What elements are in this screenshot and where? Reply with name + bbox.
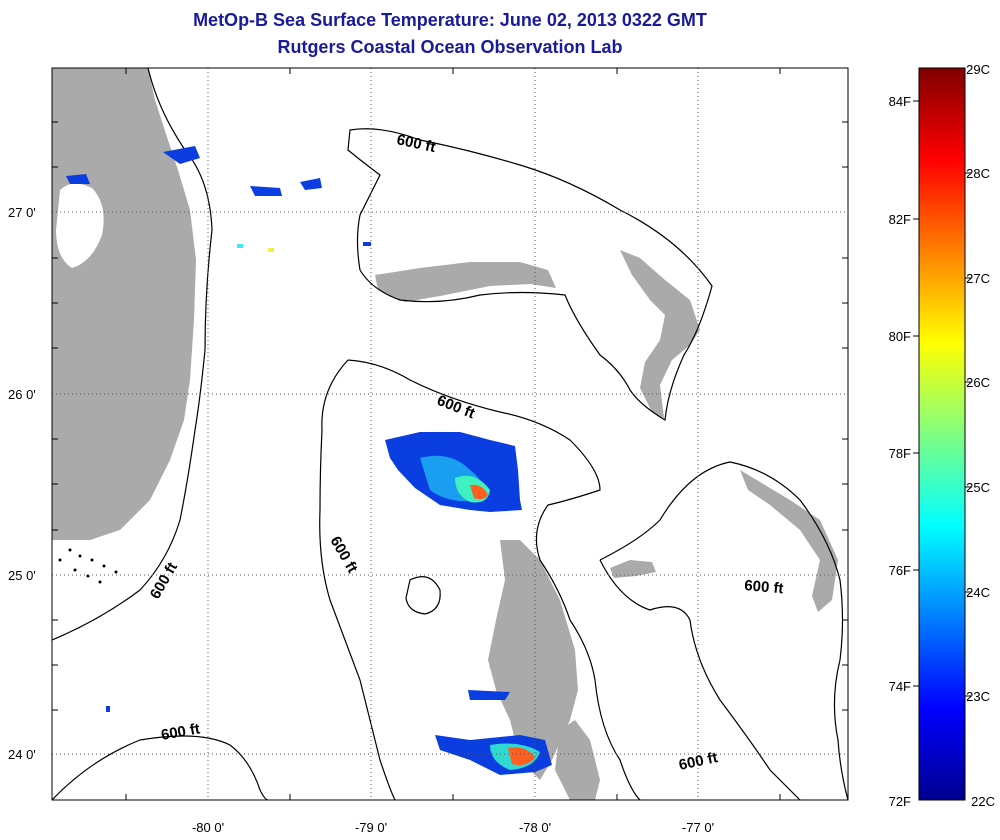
x-tick-label: -79 0' (355, 820, 387, 835)
colorbar-fahrenheit-label: 74F (889, 679, 911, 694)
grand-bahama-land (375, 262, 556, 302)
y-tick-label: 24 0' (8, 747, 36, 762)
colorbar-celsius-label: 23C (966, 689, 990, 704)
isobath-label: 600 ft (160, 720, 202, 744)
colorbar-fahrenheit-label: 82F (889, 212, 911, 227)
colorbar-celsius-label: 24C (966, 585, 990, 600)
colorbar-celsius-label: 27C (966, 271, 990, 286)
colorbar-celsius-label: 25C (966, 480, 990, 495)
colorbar-celsius-label: 29C (966, 62, 990, 77)
x-tick-label: -78 0' (519, 820, 551, 835)
colorbar-fahrenheit-label: 84F (889, 94, 911, 109)
new-providence-land (610, 560, 656, 578)
colorbar: 29C 28C 27C 26C 25C 24C 23C 22C 84F 82F … (889, 62, 995, 809)
isobath-label: 600 ft (744, 577, 785, 597)
map-frame (51, 67, 849, 801)
y-tick-label: 27 0' (8, 205, 36, 220)
eleuthera-land (740, 470, 838, 612)
florida-land (52, 68, 196, 540)
florida-keys (58, 548, 118, 584)
andros-land (488, 540, 578, 780)
colorbar-celsius-label: 28C (966, 166, 990, 181)
colorbar-celsius-label: 26C (966, 375, 990, 390)
frame-ticks (52, 68, 848, 800)
y-tick-label: 26 0' (8, 387, 36, 402)
colorbar-fahrenheit-label: 80F (889, 329, 911, 344)
x-tick-label: -80 0' (192, 820, 224, 835)
colorbar-celsius-label: 22C (971, 794, 995, 809)
map-title: MetOp-B Sea Surface Temperature: June 02… (193, 10, 707, 30)
colorbar-fahrenheit-label: 78F (889, 446, 911, 461)
sst-swaths (66, 146, 552, 775)
map-subtitle: Rutgers Coastal Ocean Observation Lab (277, 37, 623, 57)
y-tick-label: 25 0' (8, 568, 36, 583)
abaco-land (620, 250, 700, 418)
andros-south-land (555, 720, 600, 800)
colorbar-fahrenheit-label: 72F (889, 794, 911, 809)
grid-lines (52, 68, 848, 800)
x-tick-label: -77 0' (682, 820, 714, 835)
lake-okeechobee (56, 183, 104, 268)
colorbar-fahrenheit-label: 76F (889, 563, 911, 578)
map-area (52, 68, 848, 800)
